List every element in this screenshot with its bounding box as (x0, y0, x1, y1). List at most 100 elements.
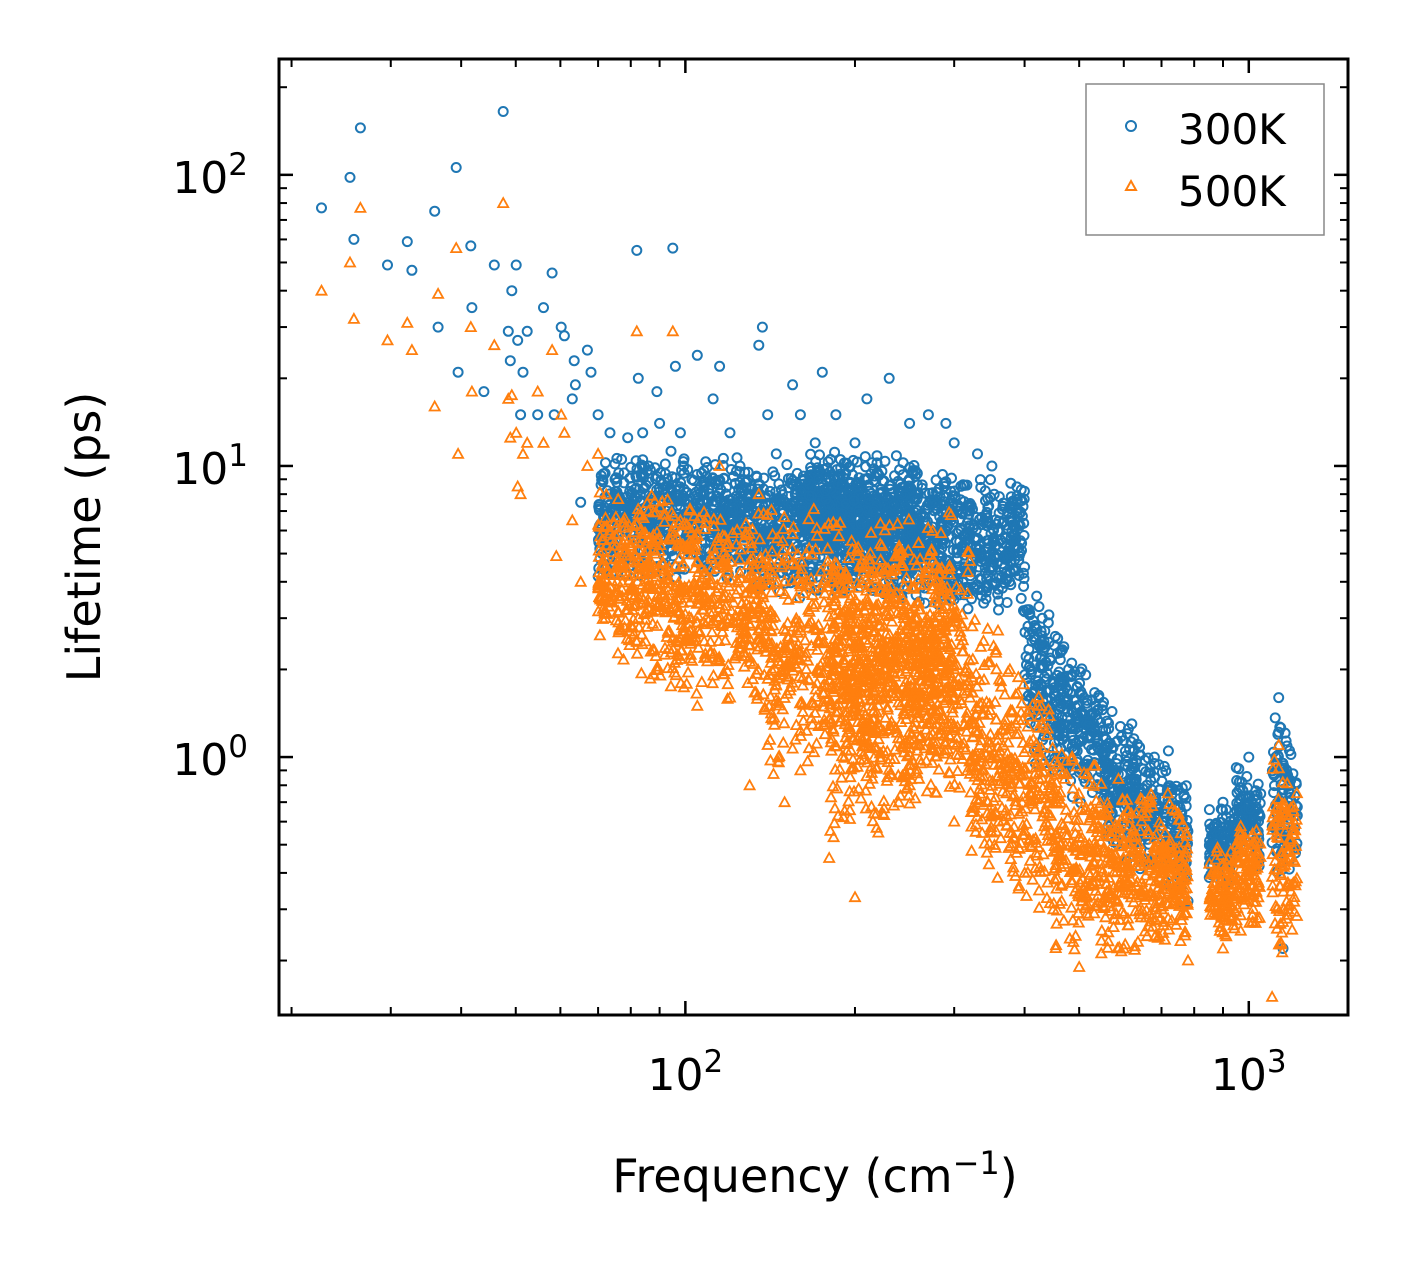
data-point-300k (744, 488, 756, 500)
data-point-300k (1023, 608, 1035, 620)
data-point-300k (632, 372, 644, 384)
data-point-300k (592, 409, 604, 421)
data-point-300k (908, 460, 920, 471)
data-point-500k (730, 523, 744, 535)
data-point-300k (981, 506, 993, 518)
data-point-300k (992, 525, 1004, 537)
data-point-300k (962, 513, 974, 525)
data-point-500k (630, 574, 644, 587)
data-point-300k (762, 497, 774, 509)
data-point-300k (881, 498, 893, 510)
data-point-300k (962, 603, 974, 615)
data-point-300k (1104, 737, 1116, 749)
data-point-300k (1062, 738, 1073, 750)
data-point-300k (783, 501, 795, 513)
data-point-300k (884, 479, 896, 491)
data-point-300k (907, 467, 919, 479)
data-point-300k (698, 481, 710, 493)
data-point-500k (627, 627, 641, 639)
data-point-300k (667, 242, 679, 254)
data-point-500k (644, 644, 658, 657)
data-point-500k (691, 623, 705, 636)
data-point-300k (701, 462, 713, 473)
data-point-300k (1103, 723, 1115, 735)
data-point-300k (992, 583, 1004, 595)
data-point-300k (1057, 698, 1069, 710)
data-point-500k (640, 595, 654, 608)
data-point-300k (1236, 776, 1248, 788)
data-point-500k (660, 597, 674, 610)
data-point-300k (781, 459, 793, 471)
data-point-300k (769, 470, 781, 482)
data-point-300k (933, 483, 945, 495)
data-point-300k (637, 454, 649, 466)
data-point-300k (934, 491, 946, 503)
data-point-300k (951, 553, 963, 565)
data-point-300k (465, 240, 477, 252)
data-point-300k (1097, 700, 1108, 712)
data-point-300k (705, 491, 717, 503)
data-point-300k (643, 476, 655, 488)
data-point-300k (974, 573, 986, 584)
data-point-300k (1039, 671, 1051, 683)
data-point-300k (960, 530, 972, 542)
data-point-500k (609, 613, 623, 626)
data-point-300k (488, 259, 500, 271)
data-point-300k (726, 515, 738, 527)
data-point-300k (888, 499, 900, 511)
data-point-300k (854, 513, 866, 525)
data-point-500k (681, 665, 695, 678)
data-point-300k (798, 534, 810, 546)
data-point-300k (727, 503, 739, 515)
data-point-500k (675, 643, 689, 656)
data-point-300k (1015, 592, 1027, 604)
data-point-300k (922, 409, 934, 421)
data-point-500k (754, 617, 768, 630)
data-point-300k (1162, 795, 1174, 806)
data-point-300k (986, 561, 998, 573)
data-point-300k (1128, 787, 1140, 799)
data-point-300k (838, 457, 850, 469)
data-point-300k (1070, 710, 1082, 722)
data-point-300k (593, 499, 605, 510)
data-point-300k (871, 541, 883, 553)
data-point-300k (702, 544, 714, 556)
data-point-300k (1013, 550, 1025, 562)
data-point-300k (1093, 689, 1105, 701)
data-point-500k (695, 675, 709, 687)
data-point-300k (1203, 804, 1215, 816)
data-point-300k (997, 551, 1009, 563)
data-point-300k (772, 518, 784, 530)
data-point-300k (506, 285, 518, 297)
data-point-300k (510, 259, 522, 271)
data-point-300k (819, 509, 830, 520)
data-point-300k (981, 535, 993, 547)
data-point-300k (894, 464, 906, 476)
data-point-300k (906, 484, 918, 496)
data-point-300k (977, 553, 989, 565)
data-point-300k (517, 366, 529, 378)
data-point-500k (592, 565, 606, 578)
data-point-500k (593, 628, 607, 641)
data-point-300k (980, 586, 992, 598)
data-point-300k (1035, 662, 1047, 674)
data-point-300k (546, 267, 558, 279)
data-point-500k (726, 614, 740, 627)
data-point-300k (816, 366, 828, 378)
data-point-300k (909, 507, 921, 518)
data-point-300k (875, 550, 887, 561)
data-point-300k (450, 162, 462, 173)
data-point-300k (1052, 718, 1063, 730)
data-point-300k (1081, 731, 1093, 743)
data-point-300k (980, 543, 992, 555)
data-point-300k (502, 325, 514, 337)
data-point-300k (1206, 829, 1218, 841)
data-point-300k (1058, 677, 1070, 689)
data-point-500k (622, 633, 636, 646)
data-point-500k (672, 551, 687, 564)
data-point-300k (653, 482, 665, 494)
data-point-300k (1118, 782, 1130, 794)
data-point-300k (466, 302, 478, 314)
data-point-300k (691, 349, 703, 361)
data-point-300k (1284, 745, 1295, 757)
